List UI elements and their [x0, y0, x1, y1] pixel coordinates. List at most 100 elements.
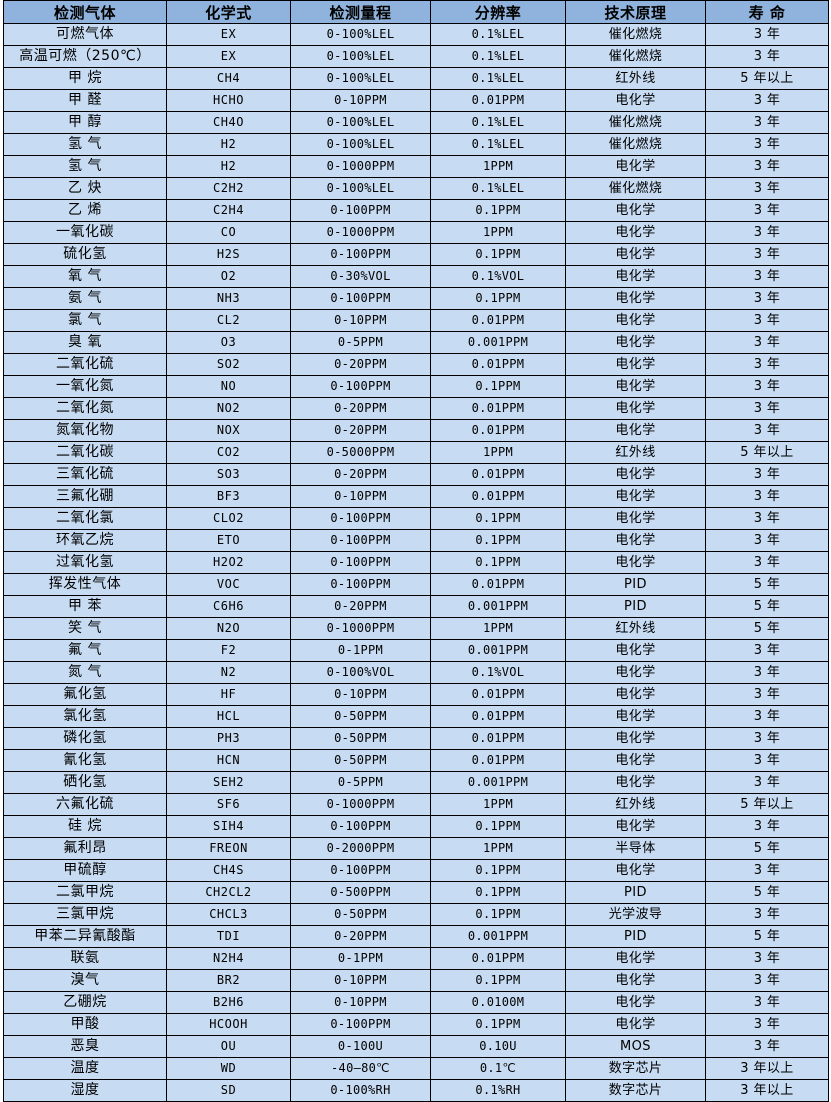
- cell-lifespan: 3 年: [705, 45, 829, 68]
- cell-technology: PID: [565, 595, 706, 618]
- table-header: 检测气体 化学式 检测量程 分辨率 技术原理 寿 命: [3, 0, 829, 24]
- cell-chemical-formula: NH3: [166, 287, 291, 310]
- cell-technology: 数字芯片: [565, 1079, 706, 1102]
- cell-lifespan: 3 年: [705, 397, 829, 420]
- cell-gas-name: 高温可燃（250℃）: [3, 45, 167, 68]
- cell-gas-name: 联氨: [3, 947, 167, 970]
- cell-gas-name: 二氧化碳: [3, 441, 167, 464]
- cell-detection-range: 0-20PPM: [290, 419, 431, 442]
- cell-chemical-formula: EX: [166, 45, 291, 68]
- cell-chemical-formula: HCOOH: [166, 1013, 291, 1036]
- cell-resolution: 0.1%LEL: [430, 67, 566, 90]
- table-row: 磷化氢 PH3 0-50PPM 0.01PPM 电化学 3 年: [3, 727, 829, 750]
- column-header-chemical-formula: 化学式: [166, 0, 291, 24]
- cell-chemical-formula: CLO2: [166, 507, 291, 530]
- cell-technology: 催化燃烧: [565, 45, 706, 68]
- cell-lifespan: 5 年以上: [705, 441, 829, 464]
- cell-resolution: 1PPM: [430, 441, 566, 464]
- cell-technology: 电化学: [565, 243, 706, 266]
- cell-lifespan: 3 年: [705, 1035, 829, 1058]
- table-row: 氟利昂 FREON 0-2000PPM 1PPM 半导体 5 年: [3, 837, 829, 860]
- cell-resolution: 0.1PPM: [430, 287, 566, 310]
- cell-resolution: 0.01PPM: [430, 397, 566, 420]
- cell-detection-range: 0-100PPM: [290, 375, 431, 398]
- cell-resolution: 0.001PPM: [430, 925, 566, 948]
- cell-technology: 催化燃烧: [565, 177, 706, 200]
- cell-detection-range: -40—80℃: [290, 1057, 431, 1080]
- table-row: 甲 醛 HCHO 0-10PPM 0.01PPM 电化学 3 年: [3, 89, 829, 112]
- cell-technology: 电化学: [565, 375, 706, 398]
- table-row: 氨 气 NH3 0-100PPM 0.1PPM 电化学 3 年: [3, 287, 829, 310]
- cell-detection-range: 0-100PPM: [290, 507, 431, 530]
- cell-technology: 电化学: [565, 529, 706, 552]
- cell-detection-range: 0-10PPM: [290, 485, 431, 508]
- table-row: 硫化氢 H2S 0-100PPM 0.1PPM 电化学 3 年: [3, 243, 829, 266]
- cell-resolution: 0.1PPM: [430, 199, 566, 222]
- cell-detection-range: 0-10PPM: [290, 309, 431, 332]
- table-row: 氮氧化物 NOX 0-20PPM 0.01PPM 电化学 3 年: [3, 419, 829, 442]
- cell-lifespan: 3 年: [705, 991, 829, 1014]
- cell-lifespan: 3 年: [705, 859, 829, 882]
- cell-gas-name: 甲苯二异氰酸酯: [3, 925, 167, 948]
- cell-lifespan: 3 年: [705, 727, 829, 750]
- cell-chemical-formula: CHCL3: [166, 903, 291, 926]
- table-row: 臭 氧 O3 0-5PPM 0.001PPM 电化学 3 年: [3, 331, 829, 354]
- cell-technology: 电化学: [565, 353, 706, 376]
- cell-chemical-formula: HCN: [166, 749, 291, 772]
- cell-lifespan: 3 年: [705, 199, 829, 222]
- cell-detection-range: 0-100%LEL: [290, 177, 431, 200]
- cell-technology: PID: [565, 573, 706, 596]
- table-row: 氯 气 CL2 0-10PPM 0.01PPM 电化学 3 年: [3, 309, 829, 332]
- cell-technology: PID: [565, 925, 706, 948]
- cell-resolution: 0.01PPM: [430, 683, 566, 706]
- table-row: 温度 WD -40—80℃ 0.1℃ 数字芯片 3 年以上: [3, 1057, 829, 1080]
- cell-lifespan: 3 年: [705, 23, 829, 46]
- cell-lifespan: 3 年: [705, 705, 829, 728]
- cell-resolution: 0.1PPM: [430, 815, 566, 838]
- cell-gas-name: 二氧化硫: [3, 353, 167, 376]
- cell-detection-range: 0-1000PPM: [290, 155, 431, 178]
- cell-technology: 电化学: [565, 485, 706, 508]
- cell-lifespan: 3 年: [705, 551, 829, 574]
- cell-detection-range: 0-50PPM: [290, 727, 431, 750]
- cell-chemical-formula: FREON: [166, 837, 291, 860]
- cell-resolution: 0.1%VOL: [430, 265, 566, 288]
- cell-lifespan: 3 年: [705, 155, 829, 178]
- cell-lifespan: 3 年: [705, 375, 829, 398]
- cell-technology: 电化学: [565, 507, 706, 530]
- cell-chemical-formula: CH4O: [166, 111, 291, 134]
- table-row: 甲酸 HCOOH 0-100PPM 0.1PPM 电化学 3 年: [3, 1013, 829, 1036]
- cell-technology: 电化学: [565, 199, 706, 222]
- cell-lifespan: 3 年: [705, 353, 829, 376]
- cell-technology: 电化学: [565, 749, 706, 772]
- cell-lifespan: 3 年: [705, 243, 829, 266]
- cell-technology: 电化学: [565, 1013, 706, 1036]
- cell-resolution: 0.001PPM: [430, 331, 566, 354]
- cell-lifespan: 5 年: [705, 573, 829, 596]
- table-row: 乙 烯 C2H4 0-100PPM 0.1PPM 电化学 3 年: [3, 199, 829, 222]
- cell-gas-name: 硅 烷: [3, 815, 167, 838]
- cell-technology: PID: [565, 881, 706, 904]
- cell-chemical-formula: PH3: [166, 727, 291, 750]
- cell-resolution: 0.001PPM: [430, 771, 566, 794]
- cell-gas-name: 三氟化硼: [3, 485, 167, 508]
- cell-detection-range: 0-20PPM: [290, 353, 431, 376]
- table-row: 挥发性气体 VOC 0-100PPM 0.01PPM PID 5 年: [3, 573, 829, 596]
- cell-technology: 红外线: [565, 617, 706, 640]
- cell-resolution: 0.1℃: [430, 1057, 566, 1080]
- cell-lifespan: 5 年: [705, 925, 829, 948]
- cell-chemical-formula: HCHO: [166, 89, 291, 112]
- cell-technology: 电化学: [565, 705, 706, 728]
- cell-chemical-formula: F2: [166, 639, 291, 662]
- cell-lifespan: 3 年: [705, 309, 829, 332]
- cell-lifespan: 5 年以上: [705, 793, 829, 816]
- cell-chemical-formula: EX: [166, 23, 291, 46]
- cell-lifespan: 3 年: [705, 133, 829, 156]
- cell-gas-name: 磷化氢: [3, 727, 167, 750]
- cell-detection-range: 0-20PPM: [290, 925, 431, 948]
- cell-resolution: 1PPM: [430, 617, 566, 640]
- cell-detection-range: 0-1000PPM: [290, 793, 431, 816]
- cell-technology: 电化学: [565, 969, 706, 992]
- cell-resolution: 0.1%RH: [430, 1079, 566, 1102]
- cell-detection-range: 0-20PPM: [290, 595, 431, 618]
